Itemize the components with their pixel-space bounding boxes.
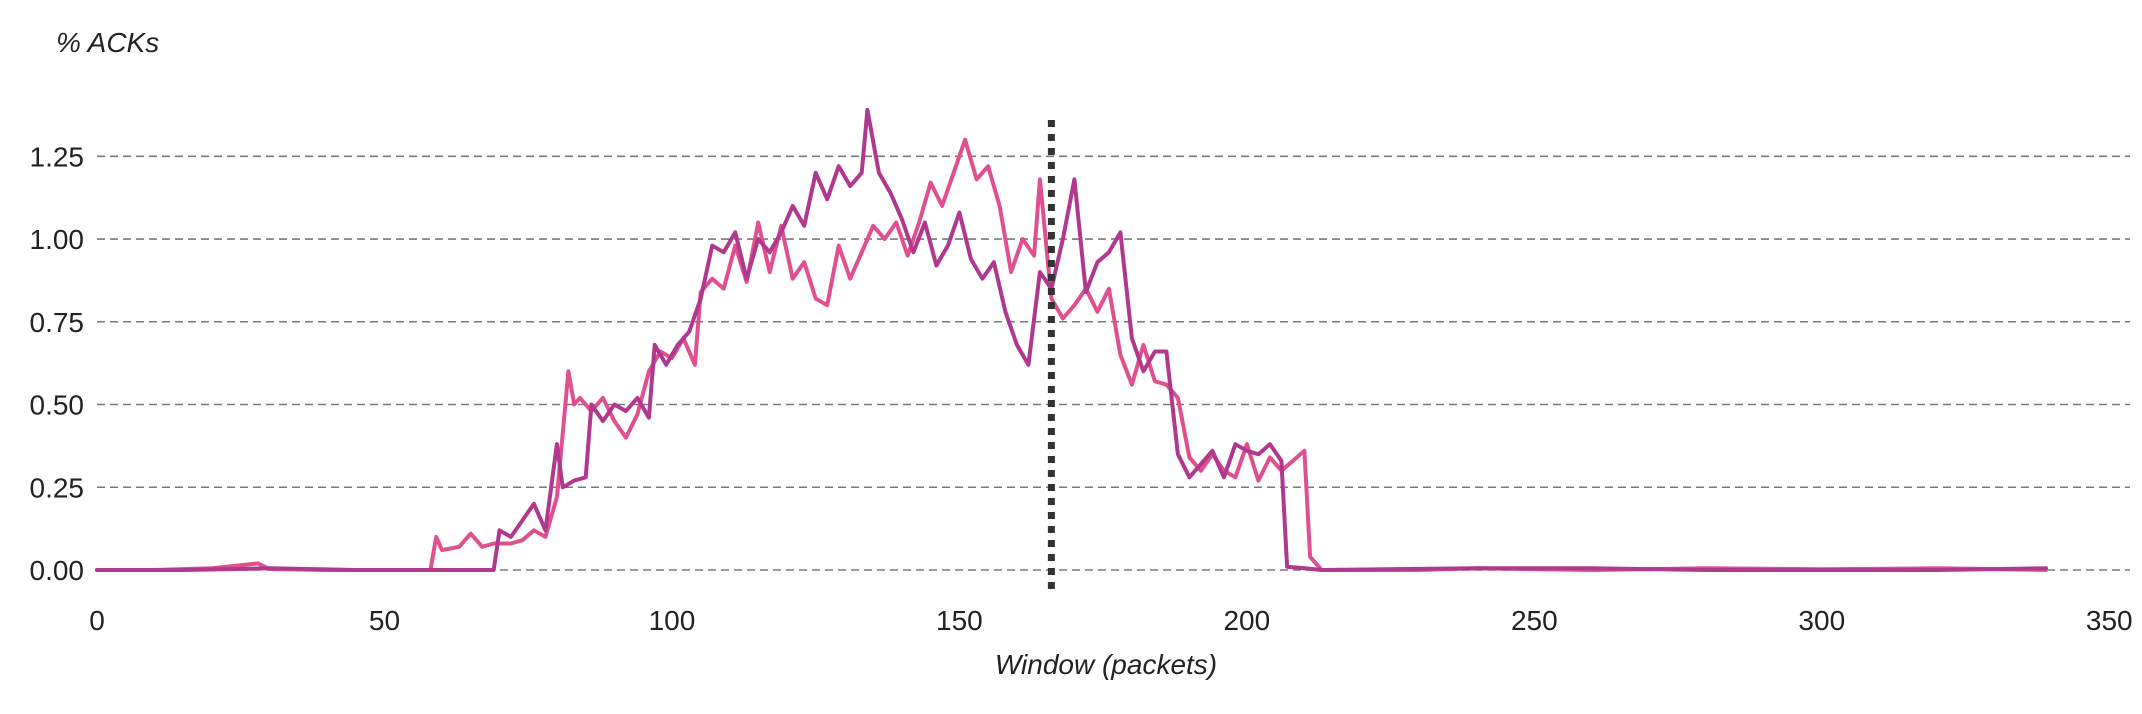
x-tick-label: 100 xyxy=(649,605,696,636)
x-tick-label: 350 xyxy=(2086,605,2133,636)
x-tick-label: 150 xyxy=(936,605,983,636)
x-tick-label: 250 xyxy=(1511,605,1558,636)
y-tick-label: 0.25 xyxy=(30,472,85,503)
x-axis-ticks: 0 50 100 150 200 250 300 350 xyxy=(89,605,2132,636)
y-tick-label: 0.75 xyxy=(30,307,85,338)
x-tick-label: 50 xyxy=(369,605,400,636)
series-lines xyxy=(95,107,2048,572)
x-tick-label: 0 xyxy=(89,605,105,636)
y-tick-label: 0.50 xyxy=(30,390,85,421)
y-tick-label: 0.00 xyxy=(30,555,85,586)
gridlines xyxy=(97,155,2130,571)
x-tick-label: 200 xyxy=(1223,605,1270,636)
series-line-1 xyxy=(95,137,2048,572)
x-tick-label: 300 xyxy=(1798,605,1845,636)
y-axis-title: % ACKs xyxy=(56,27,159,58)
y-tick-label: 1.00 xyxy=(30,224,85,255)
y-tick-label: 1.25 xyxy=(30,141,85,172)
x-axis-title: Window (packets) xyxy=(995,649,1217,680)
y-axis-ticks: 0.00 0.25 0.50 0.75 1.00 1.25 xyxy=(30,141,85,586)
series-line-2 xyxy=(95,107,2048,572)
